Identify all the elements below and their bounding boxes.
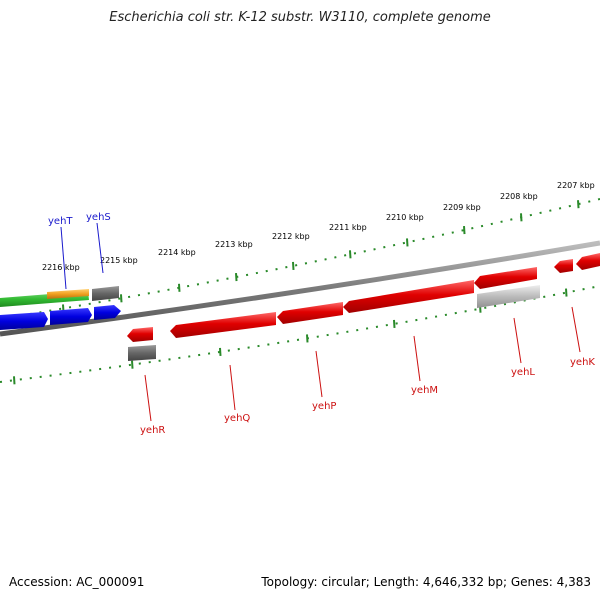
gene-feature-yehR-gray[interactable] (128, 345, 156, 361)
gene-label-yehS[interactable]: yehS (86, 212, 111, 223)
tick-label-2215: 2215 kbp (100, 256, 138, 265)
outer-ruler: 2216 kbp 2215 kbp 2214 kbp 2213 kbp 2212… (0, 181, 600, 320)
gene-feature-blue-1[interactable] (0, 312, 48, 330)
outer-major-tick-9 (577, 200, 580, 209)
inner-major-tick-2 (219, 347, 222, 356)
gene-feature-yehR[interactable] (127, 327, 153, 342)
leader-yehS (96, 222, 104, 274)
gene-feature-upper-red-small[interactable] (554, 259, 573, 273)
outer-ruler-labels: 2216 kbp 2215 kbp 2214 kbp 2213 kbp 2212… (42, 181, 595, 272)
reverse-strand-features (127, 253, 600, 361)
outer-major-tick-1 (120, 294, 123, 303)
gene-feature-blue-2[interactable] (50, 308, 92, 325)
leader-yehP (315, 350, 323, 398)
gene-feature-yehM[interactable] (343, 280, 474, 313)
tick-label-2210: 2210 kbp (386, 213, 424, 222)
reverse-gene-labels: yehR yehQ yehP yehM yehL yehK (140, 306, 595, 436)
tick-label-2211: 2211 kbp (329, 223, 367, 232)
tick-label-2209: 2209 kbp (443, 203, 481, 212)
gene-label-yehR[interactable]: yehR (140, 425, 165, 436)
gene-feature-blue-3[interactable] (94, 305, 121, 320)
tick-label-2212: 2212 kbp (272, 232, 310, 241)
leader-yehR (144, 374, 152, 422)
accession-text: Accession: AC_000091 (9, 575, 145, 589)
gene-feature-upper-red-right[interactable] (474, 267, 537, 289)
outer-major-tick-5 (349, 250, 352, 259)
outer-ruler-major-ticks (62, 200, 580, 313)
gene-label-yehL[interactable]: yehL (511, 367, 535, 378)
forward-strand-features (0, 286, 121, 330)
inner-major-tick-1 (131, 360, 134, 369)
tick-label-2207: 2207 kbp (557, 181, 595, 190)
gene-label-yehM[interactable]: yehM (411, 385, 438, 396)
gene-feature-yehP[interactable] (277, 302, 343, 324)
leader-yehK (571, 306, 581, 353)
gene-label-yehQ[interactable]: yehQ (224, 413, 250, 424)
inner-major-tick-3 (306, 334, 309, 343)
gene-feature-yehL-gray[interactable] (477, 285, 540, 308)
outer-major-tick-8 (520, 213, 523, 222)
outer-major-tick-3 (235, 272, 238, 282)
leader-yehQ (229, 364, 236, 411)
gene-feature-yehS[interactable] (92, 286, 119, 301)
inner-major-tick-4 (393, 319, 396, 328)
gene-label-yehP[interactable]: yehP (312, 401, 336, 412)
tick-label-2208: 2208 kbp (500, 192, 538, 201)
tick-label-2214: 2214 kbp (158, 248, 196, 257)
gene-label-yehK[interactable]: yehK (570, 357, 595, 368)
outer-major-tick-4 (292, 261, 295, 270)
inner-major-tick-0 (13, 376, 16, 385)
genome-backbone (0, 240, 600, 337)
gene-feature-yehQ[interactable] (170, 312, 276, 338)
leader-yehL (513, 317, 522, 364)
gene-feature-upper-red-edge[interactable] (576, 253, 600, 270)
leader-yehM (413, 335, 421, 382)
outer-major-tick-2 (178, 283, 181, 292)
tick-label-2213: 2213 kbp (215, 240, 253, 249)
genome-summary-text: Topology: circular; Length: 4,646,332 bp… (261, 575, 591, 589)
outer-major-tick-6 (406, 238, 409, 247)
tick-label-2216: 2216 kbp (42, 263, 80, 272)
outer-major-tick-7 (463, 225, 466, 235)
forward-gene-labels: yehT yehS (48, 212, 111, 290)
inner-major-tick-6 (565, 288, 568, 297)
gene-label-yehT[interactable]: yehT (48, 216, 73, 227)
map-title: Escherichia coli str. K-12 substr. W3110… (109, 10, 491, 25)
leader-yehT (60, 226, 67, 290)
gene-feature-yehT[interactable] (47, 289, 89, 299)
